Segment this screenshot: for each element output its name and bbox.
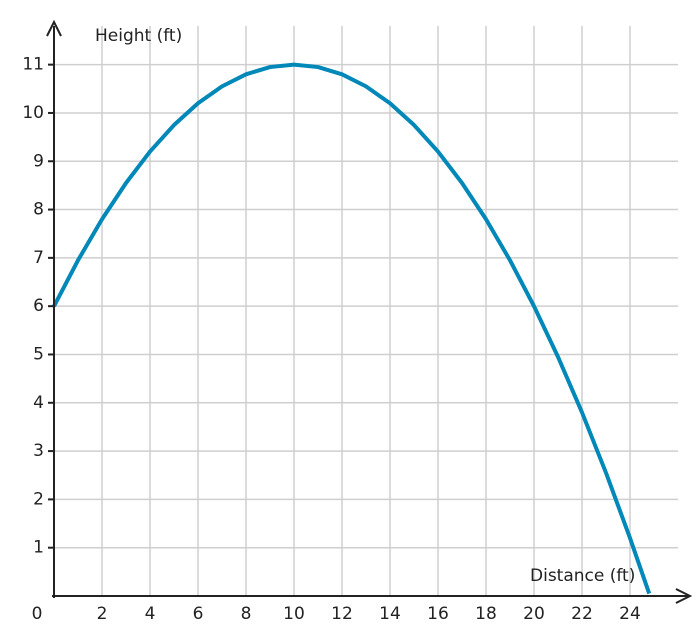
y-tick-label: 9 bbox=[33, 151, 44, 171]
x-tick-label: 8 bbox=[241, 604, 252, 624]
y-tick-label: 10 bbox=[22, 103, 44, 123]
y-tick-label: 3 bbox=[33, 441, 44, 461]
x-tick-label: 14 bbox=[379, 604, 401, 624]
x-tick-label: 18 bbox=[475, 604, 497, 624]
y-tick-label: 4 bbox=[33, 393, 44, 413]
line-series bbox=[52, 62, 652, 595]
x-tick-label: 24 bbox=[619, 604, 641, 624]
y-tick-label: 1 bbox=[33, 538, 44, 558]
x-tick-label: 4 bbox=[145, 604, 156, 624]
x-tick-label: 20 bbox=[523, 604, 545, 624]
y-tick-label: 7 bbox=[33, 248, 44, 268]
y-tick-label: 5 bbox=[33, 344, 44, 364]
x-axis bbox=[52, 588, 693, 604]
x-tick-label: 10 bbox=[283, 604, 305, 624]
y-axis bbox=[46, 19, 62, 598]
x-tick-label: 12 bbox=[331, 604, 353, 624]
y-axis-label: Height (ft) bbox=[95, 26, 182, 46]
y-tick-label: 11 bbox=[22, 55, 44, 75]
x-tick-label: 0 bbox=[32, 604, 43, 624]
grid bbox=[54, 26, 678, 596]
x-axis-label: Distance (ft) bbox=[530, 566, 635, 586]
x-tick-label: 6 bbox=[193, 604, 204, 624]
x-tick-label: 16 bbox=[427, 604, 449, 624]
plot bbox=[52, 62, 652, 595]
y-tick-label: 8 bbox=[33, 200, 44, 220]
y-tick-label: 6 bbox=[33, 296, 44, 316]
x-tick-label: 22 bbox=[571, 604, 593, 624]
x-tick-label: 2 bbox=[97, 604, 108, 624]
y-tick-label: 2 bbox=[33, 489, 44, 509]
